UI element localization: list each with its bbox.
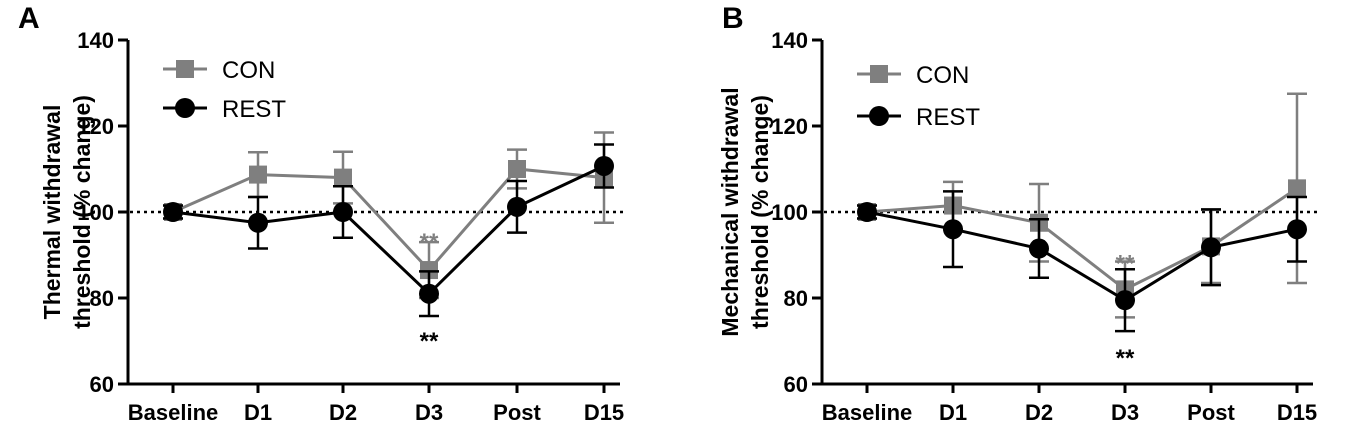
y-axis-title-line2: threshold (% change) [747,95,773,329]
legend-label-rest: REST [916,104,980,131]
y-axis-title-line2: threshold (% change) [69,95,95,329]
legend-label-con: CON [916,62,969,89]
y-tick-label: 140 [771,28,808,53]
legend-marker-rest [175,98,195,118]
x-tick-label: D3 [1111,400,1139,425]
x-tick-label: D1 [244,400,272,425]
y-tick-label: 120 [77,114,114,139]
significance-marker: ** [420,328,439,355]
y-tick-label: 60 [784,372,808,397]
y-tick-label: 120 [771,114,808,139]
legend-label-con: CON [222,57,275,84]
y-tick-label: 100 [77,200,114,225]
y-axis-title: Thermal withdrawal threshold (% change) [39,95,95,329]
data-point-rest [1201,237,1221,258]
data-point-rest [419,283,439,304]
y-tick-label: 140 [77,28,114,53]
x-tick-label: Post [493,400,541,425]
series-line-con [866,187,1298,292]
data-point-rest [163,202,183,222]
data-point-con [1288,179,1306,198]
chart-panel-b: B 60 80 100 120 140 Baseline D1 D2 D3 Post D15 Mecha… [717,2,1319,425]
significance-marker: ** [420,229,439,256]
data-point-rest [248,212,268,233]
legend-label-rest: REST [222,96,286,123]
data-point-rest [333,202,353,222]
legend: CON REST [163,57,286,123]
legend: CON REST [857,62,980,131]
y-axis-title-line1: Thermal withdrawal [39,105,65,320]
y-axis-title-line2-group: threshold (% change) [69,95,95,329]
data-point-rest [1287,219,1307,240]
x-tick-label: Baseline [128,400,219,425]
series-rest [163,143,614,318]
data-point-con [249,165,267,184]
data-point-rest [594,155,614,176]
y-tick-label: 80 [90,286,114,311]
x-tick-label: Baseline [822,400,913,425]
y-axis-title: Mechanical withdrawal threshold (% change… [717,87,773,336]
series-line-rest [866,210,1298,302]
y-tick-label: 60 [90,372,114,397]
significance-marker: ** [1116,250,1135,277]
panel-label: B [722,2,744,35]
legend-marker-con [176,60,194,78]
legend-marker-rest [869,106,889,126]
data-point-con [334,168,352,187]
panel-label: A [18,2,40,35]
data-point-rest [507,196,527,217]
y-tick-label: 100 [771,200,808,225]
y-axis-title-line2-group: threshold (% change) [747,95,773,329]
x-tick-label: Post [1187,400,1235,425]
data-point-con [420,261,438,280]
x-tick-label: D15 [1277,400,1317,425]
x-tick-label: D2 [1025,400,1053,425]
data-point-rest [857,202,877,222]
series-line-rest [172,164,605,296]
series-line-con [172,167,605,273]
legend-marker-con [870,65,888,83]
data-point-rest [943,219,963,240]
chart-panel-a: A 60 80 100 120 140 Baseline D1 D2 D3 Post D15 Therm… [18,2,626,425]
significance-marker: ** [1116,345,1135,372]
series-con [163,131,614,300]
data-point-rest [1029,238,1049,259]
x-tick-label: D1 [939,400,967,425]
series-rest [857,190,1307,333]
y-tick-label: 80 [784,286,808,311]
y-axis-title-line1: Mechanical withdrawal [717,87,743,336]
x-tick-label: D15 [584,400,624,425]
data-point-rest [1115,290,1135,311]
data-point-con [508,160,526,178]
x-tick-label: D3 [415,400,443,425]
x-tick-label: D2 [329,400,357,425]
